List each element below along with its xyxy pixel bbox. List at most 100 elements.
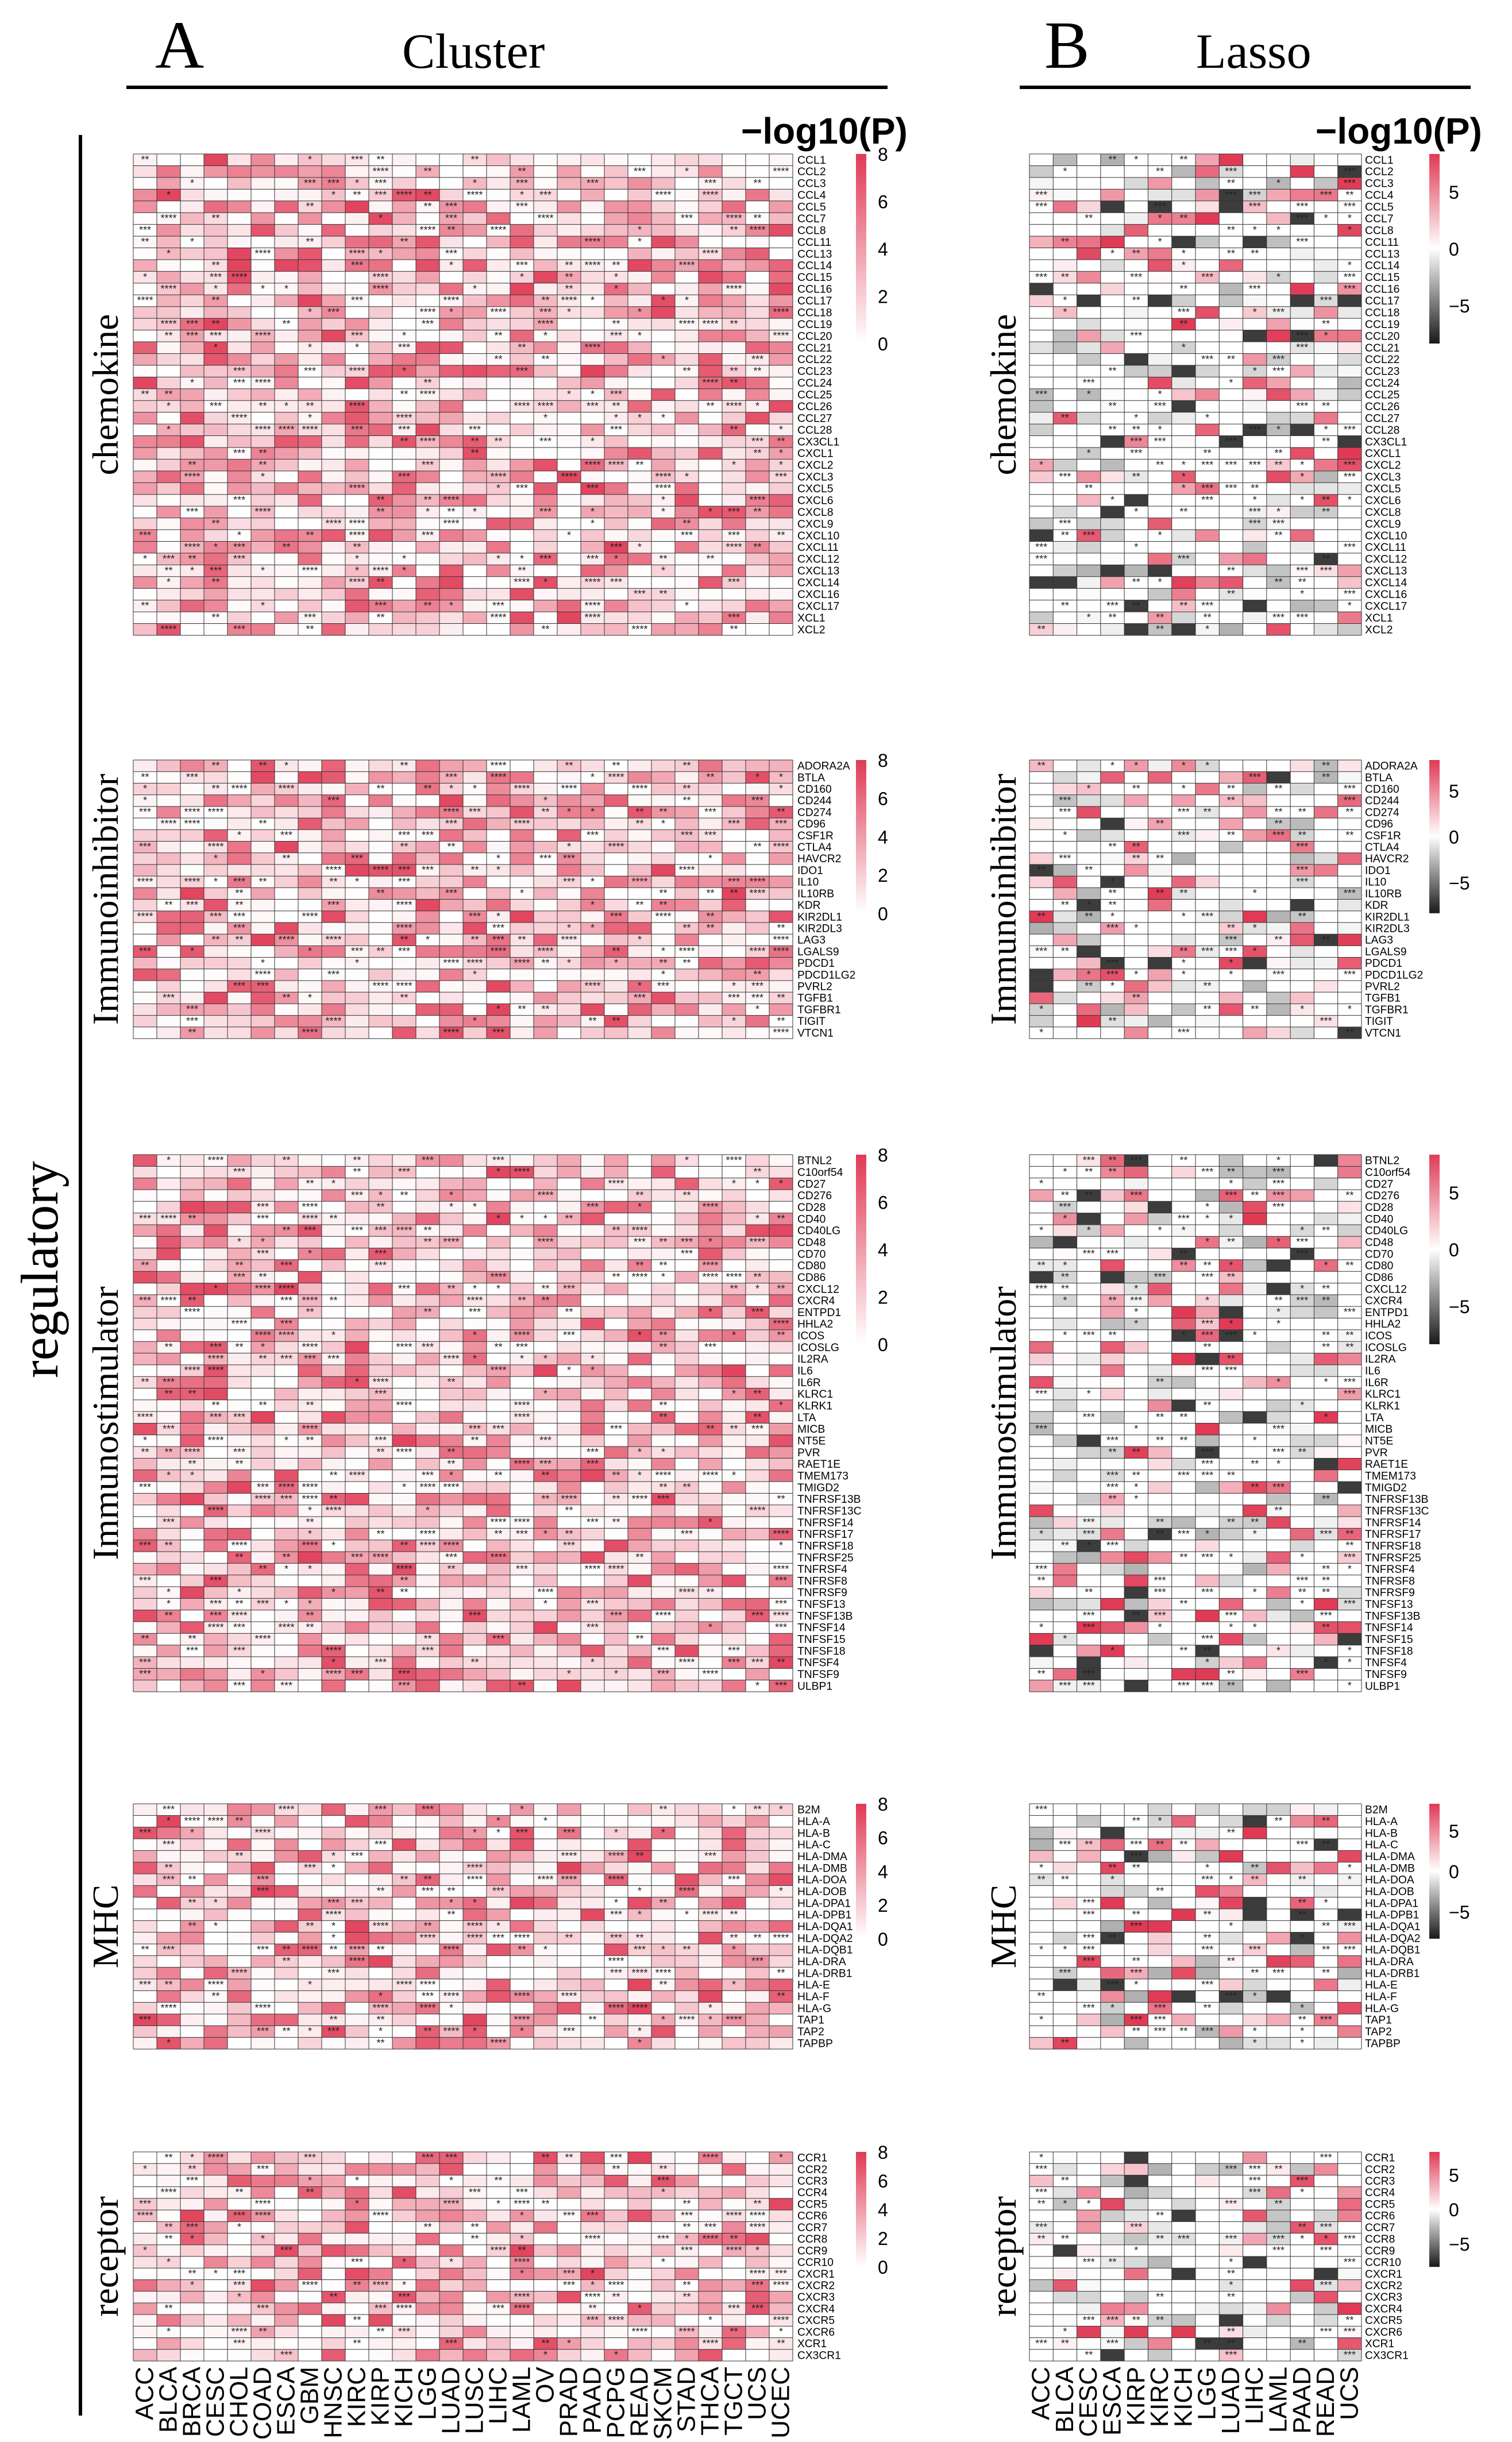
- significance-mark: ***: [422, 530, 434, 541]
- heatmap-cell: [133, 1587, 157, 1599]
- heatmap-cell: [227, 236, 252, 248]
- significance-mark: ***: [233, 377, 245, 388]
- significance-mark: **: [730, 365, 738, 377]
- heatmap-cell: [345, 612, 369, 624]
- significance-mark: *: [496, 852, 500, 864]
- heatmap-cell: [275, 1990, 299, 2003]
- heatmap-cell: [298, 830, 322, 842]
- significance-mark: ***: [304, 1353, 316, 1364]
- heatmap-cell: [510, 1622, 534, 1634]
- heatmap-cell: [487, 1850, 511, 1862]
- heatmap-cell: [581, 447, 605, 460]
- significance-mark: **: [423, 165, 431, 177]
- heatmap-cell: [510, 318, 534, 330]
- heatmap-cell: [345, 295, 369, 307]
- significance-mark: **: [188, 459, 196, 470]
- heatmap-cell: [651, 1839, 676, 1851]
- heatmap-cell: [157, 318, 181, 330]
- heatmap-cell: [204, 1633, 228, 1645]
- heatmap-cell: [227, 1399, 252, 1412]
- significance-mark: ****: [466, 1862, 483, 1874]
- row-label: CTLA4: [797, 842, 832, 854]
- significance-mark: **: [565, 1306, 573, 1318]
- heatmap-cell: [204, 1189, 228, 1202]
- heatmap-cell: [345, 447, 369, 460]
- heatmap-cell: [651, 400, 676, 412]
- heatmap-cell: [581, 1504, 605, 1517]
- heatmap-cell: [298, 771, 322, 784]
- significance-mark: ***: [610, 424, 622, 435]
- significance-mark: ****: [584, 342, 600, 353]
- heatmap-cell: [275, 306, 299, 319]
- heatmap-cell: [675, 1504, 699, 1517]
- heatmap-cell: [298, 841, 322, 853]
- heatmap-cell: [557, 200, 581, 213]
- heatmap-cell: [227, 1213, 252, 1225]
- heatmap-cell: [510, 224, 534, 237]
- significance-mark: *: [355, 553, 359, 565]
- heatmap-cell: [651, 600, 676, 612]
- heatmap-cell: [439, 576, 464, 589]
- heatmap-cell: [133, 1189, 157, 1202]
- heatmap-cell: [557, 1610, 581, 1622]
- significance-mark: *: [473, 1201, 477, 1213]
- heatmap-cell: [251, 612, 275, 624]
- heatmap-cell: [439, 1423, 464, 1436]
- heatmap-cell: [298, 876, 322, 888]
- heatmap-cell: [345, 283, 369, 295]
- heatmap-cell: [651, 1178, 676, 1190]
- heatmap-cell: [557, 1552, 581, 1564]
- heatmap-cell: [133, 623, 157, 636]
- heatmap-cell: [581, 911, 605, 923]
- heatmap-cell: [675, 1446, 699, 1459]
- significance-mark: ****: [160, 213, 176, 224]
- significance-mark: **: [306, 530, 314, 541]
- significance-mark: ****: [443, 1990, 459, 2002]
- heatmap-cell: [722, 600, 746, 612]
- heatmap-cell: [769, 1306, 793, 1318]
- heatmap-cell: [157, 248, 181, 260]
- heatmap-cell: [581, 470, 605, 483]
- heatmap-cell: [675, 1329, 699, 1342]
- heatmap-cell: [581, 412, 605, 425]
- heatmap-cell: [581, 248, 605, 260]
- heatmap-cell: [439, 899, 464, 912]
- significance-mark: *: [638, 225, 642, 236]
- heatmap-cell: [651, 518, 676, 530]
- heatmap-cell: [322, 435, 346, 448]
- heatmap-cell: [557, 1680, 581, 1692]
- significance-mark: ****: [490, 225, 506, 236]
- heatmap-cell: [392, 388, 416, 401]
- row-label: TNFRSF14: [797, 1517, 854, 1529]
- heatmap-cell: [628, 1318, 652, 1330]
- heatmap-cell: [392, 1259, 416, 1272]
- heatmap-cell: [769, 565, 793, 577]
- heatmap-cell: [746, 377, 770, 389]
- significance-mark: *: [449, 1897, 453, 1909]
- significance-mark: *: [379, 248, 383, 259]
- heatmap-cell: [746, 1364, 770, 1377]
- row-label: TNFSF13: [797, 1599, 846, 1611]
- heatmap-cell: [369, 248, 393, 260]
- significance-mark: ****: [490, 471, 506, 483]
- heatmap-cell: [581, 295, 605, 307]
- heatmap-cell: [651, 1388, 676, 1401]
- heatmap-cell: [345, 1236, 369, 1248]
- heatmap-cell: [275, 506, 299, 518]
- heatmap-cell: [557, 189, 581, 202]
- heatmap-cell: [392, 400, 416, 412]
- heatmap-cell: [699, 541, 723, 554]
- heatmap-cell: [675, 1004, 699, 1016]
- heatmap-cell: [133, 1353, 157, 1365]
- heatmap-cell: [322, 1979, 346, 1991]
- heatmap-cell: [581, 1224, 605, 1237]
- heatmap-cell: [416, 1909, 440, 1921]
- heatmap-cell: [204, 1469, 228, 1482]
- heatmap-cell: [298, 1645, 322, 1657]
- significance-mark: ***: [728, 992, 740, 1004]
- heatmap-cell: [322, 576, 346, 589]
- heatmap-cell: [463, 154, 487, 166]
- heatmap-cell: [157, 1236, 181, 1248]
- heatmap-cell: [769, 888, 793, 900]
- heatmap-cell: [487, 565, 511, 577]
